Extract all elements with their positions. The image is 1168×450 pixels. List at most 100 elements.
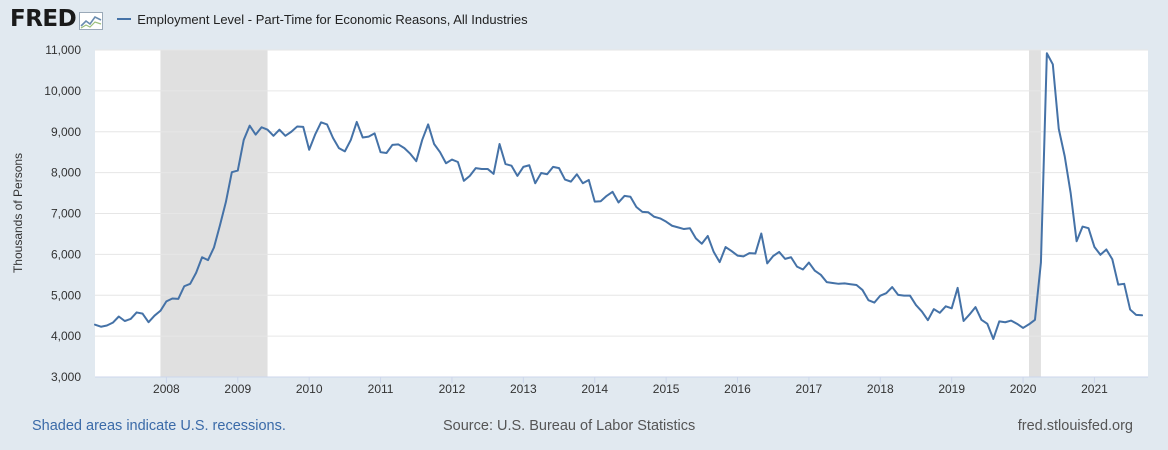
data-point[interactable]	[1093, 246, 1096, 248]
data-point[interactable]	[284, 135, 286, 137]
data-point[interactable]	[385, 152, 388, 154]
data-point[interactable]	[600, 200, 602, 202]
data-point[interactable]	[159, 310, 162, 312]
data-point[interactable]	[558, 167, 560, 169]
data-point[interactable]	[582, 182, 584, 184]
data-point[interactable]	[540, 172, 542, 174]
data-point[interactable]	[338, 147, 340, 149]
data-point[interactable]	[778, 251, 780, 253]
data-point[interactable]	[487, 168, 489, 170]
data-point[interactable]	[766, 262, 768, 264]
data-point[interactable]	[968, 313, 971, 316]
data-point[interactable]	[272, 135, 275, 137]
data-point[interactable]	[391, 144, 394, 146]
data-point[interactable]	[534, 182, 536, 184]
data-point[interactable]	[802, 268, 804, 271]
data-point[interactable]	[921, 311, 923, 313]
data-point[interactable]	[653, 216, 655, 218]
data-point[interactable]	[951, 307, 953, 309]
data-point[interactable]	[784, 258, 786, 260]
data-point[interactable]	[611, 191, 614, 193]
data-point[interactable]	[362, 136, 364, 139]
data-point[interactable]	[701, 243, 703, 245]
data-point[interactable]	[879, 295, 881, 297]
data-point[interactable]	[427, 123, 429, 125]
data-point[interactable]	[249, 125, 251, 127]
data-point[interactable]	[1099, 254, 1102, 256]
data-point[interactable]	[243, 139, 245, 141]
data-point[interactable]	[986, 323, 988, 325]
data-point[interactable]	[843, 282, 846, 284]
data-point[interactable]	[826, 281, 828, 283]
data-point[interactable]	[504, 163, 507, 165]
data-point[interactable]	[861, 289, 864, 291]
data-point[interactable]	[980, 319, 983, 321]
data-point[interactable]	[683, 228, 685, 230]
data-point[interactable]	[820, 274, 822, 276]
data-point[interactable]	[510, 165, 513, 167]
fred-logo[interactable]: FRED	[10, 6, 77, 32]
data-point[interactable]	[623, 195, 626, 197]
data-point[interactable]	[671, 225, 673, 227]
data-point[interactable]	[397, 143, 400, 146]
data-point[interactable]	[130, 318, 132, 320]
data-point[interactable]	[1087, 227, 1090, 229]
data-point[interactable]	[237, 169, 239, 172]
data-point[interactable]	[570, 181, 572, 183]
data-point[interactable]	[255, 134, 257, 136]
data-point[interactable]	[118, 315, 120, 318]
data-point[interactable]	[796, 266, 798, 268]
data-point[interactable]	[1028, 323, 1030, 325]
data-point[interactable]	[522, 166, 524, 168]
data-point[interactable]	[1141, 314, 1143, 316]
data-point[interactable]	[606, 195, 608, 197]
data-point[interactable]	[314, 134, 316, 136]
data-point[interactable]	[356, 121, 358, 123]
data-point[interactable]	[1105, 248, 1107, 251]
data-point[interactable]	[516, 175, 518, 177]
data-point[interactable]	[469, 175, 471, 177]
data-point[interactable]	[136, 311, 138, 314]
data-point[interactable]	[415, 160, 417, 162]
data-point[interactable]	[992, 338, 994, 340]
legend[interactable]: Employment Level - Part-Time for Economi…	[117, 12, 528, 27]
data-point[interactable]	[832, 282, 834, 284]
data-point[interactable]	[225, 201, 227, 203]
data-point[interactable]	[617, 201, 620, 204]
data-point[interactable]	[647, 211, 649, 213]
data-point[interactable]	[308, 149, 310, 151]
data-point[interactable]	[106, 324, 108, 327]
data-point[interactable]	[290, 131, 292, 133]
data-point[interactable]	[594, 201, 596, 203]
data-point[interactable]	[945, 305, 947, 307]
data-point[interactable]	[736, 255, 739, 257]
data-point[interactable]	[677, 226, 679, 228]
data-point[interactable]	[1129, 308, 1131, 311]
data-point[interactable]	[1010, 319, 1012, 322]
data-point[interactable]	[1117, 284, 1119, 286]
data-point[interactable]	[409, 153, 411, 155]
data-point[interactable]	[195, 272, 197, 274]
data-point[interactable]	[713, 251, 715, 253]
data-point[interactable]	[927, 319, 929, 321]
data-point[interactable]	[760, 232, 762, 235]
data-point[interactable]	[754, 252, 756, 255]
data-point[interactable]	[962, 320, 965, 322]
data-point[interactable]	[124, 320, 126, 322]
data-point[interactable]	[433, 143, 435, 145]
data-point[interactable]	[933, 308, 935, 310]
data-point[interactable]	[1004, 321, 1006, 323]
data-point[interactable]	[171, 297, 173, 300]
data-point[interactable]	[1040, 261, 1042, 264]
data-point[interactable]	[552, 166, 554, 168]
data-point[interactable]	[665, 221, 667, 223]
data-point[interactable]	[742, 255, 745, 258]
data-point[interactable]	[374, 132, 376, 134]
data-point[interactable]	[94, 324, 96, 326]
data-point[interactable]	[772, 255, 774, 257]
data-point[interactable]	[350, 139, 352, 141]
data-point[interactable]	[332, 137, 334, 139]
data-point[interactable]	[344, 150, 346, 152]
data-point[interactable]	[909, 295, 911, 297]
